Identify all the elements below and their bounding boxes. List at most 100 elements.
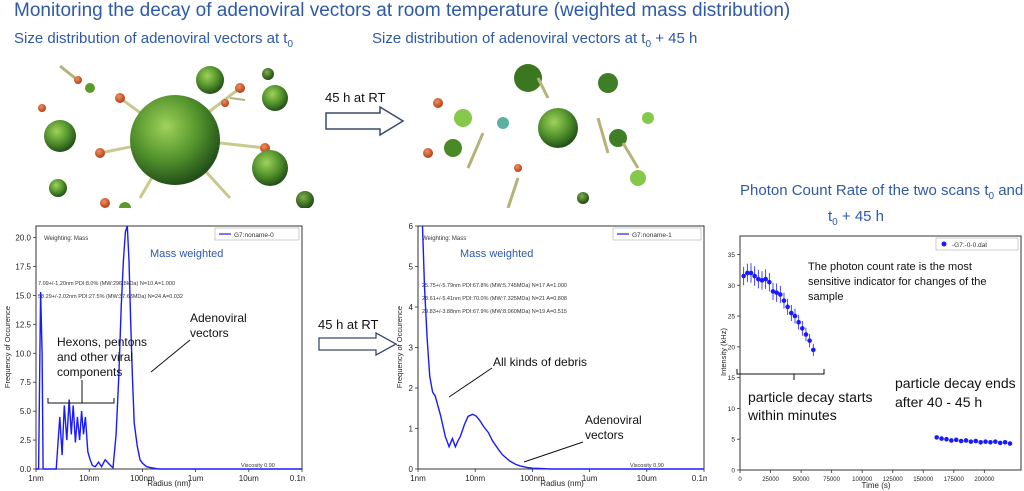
- data-point: [770, 289, 776, 294]
- stats-line-2: 28.61+/-5.41nm PDI:70.0% (MW:7.325MDa) N…: [422, 296, 567, 302]
- x-tick-label: 10nm: [465, 474, 485, 483]
- end-note-2: after 40 - 45 h: [895, 394, 982, 410]
- data-point: [997, 440, 1003, 446]
- y-tick-label: 2: [409, 384, 414, 393]
- y-tick-label: 6: [409, 222, 414, 231]
- plot-frame: [739, 235, 1022, 471]
- data-point: [963, 438, 969, 443]
- data-point: [1002, 439, 1008, 445]
- stats-line-1: 25.75+/-5.79nm PDI:67.8% (MW:5.745MDa) N…: [422, 283, 567, 289]
- size-distribution-chart-t45: Weighting: Mass 25.75+/-5.79nm PDI:67.8%…: [395, 222, 707, 488]
- y-ticks: 0.0 2.5 5.0 7.5 10.0 12.5 15.0 17.5 20.0: [15, 234, 36, 474]
- data-point: [1007, 441, 1013, 446]
- viscosity-label: Viscosity 0.90: [241, 463, 275, 469]
- data-point: [983, 439, 988, 444]
- x-tick-label: 75000: [823, 477, 840, 483]
- y-tick-label: 2.5: [20, 436, 32, 445]
- data-point: [745, 270, 750, 276]
- legend-box: [612, 227, 702, 241]
- photon-count-rate-chart: -G7:-0-0.dat 0 5 10 15 20 25 30 35 0 25000 50000 7…: [719, 235, 1022, 490]
- x-ticks: 0 25000 50000 75000 100000 125000 150000 175000…: [738, 470, 995, 483]
- top-arrow-label: 45 h at RT: [325, 90, 386, 105]
- y-tick-label: 35: [728, 252, 736, 259]
- x-tick-label: 1nm: [28, 474, 44, 483]
- size-distribution-chart-t0: Weighting: Mass 7.09+/-1.20nm PDI:8.0% (…: [3, 225, 305, 488]
- data-point: [800, 326, 805, 331]
- data-point: [949, 438, 954, 443]
- weighting-label: Weighting: Mass: [44, 236, 88, 242]
- data-point: [748, 270, 754, 276]
- x-tick-label: 100nm: [520, 474, 545, 483]
- vectors-pointer: [150, 339, 191, 373]
- annotation-hexons-2: and other viral: [57, 350, 133, 364]
- debris-pointer: [448, 367, 493, 398]
- legend-box: [935, 237, 1019, 251]
- data-point: [939, 436, 944, 441]
- start-note-1: particle decay starts: [748, 389, 873, 405]
- annotation-debris: All kinds of debris: [493, 355, 587, 369]
- y-ticks: 0 5 10 15 20 25 30 35: [728, 252, 740, 475]
- x-tick-label: 100nm: [130, 474, 155, 483]
- data-point: [756, 276, 761, 282]
- data-point: [968, 439, 974, 444]
- x-tick-label: 1um: [188, 474, 204, 483]
- data-point: [807, 338, 812, 343]
- y-tick-label: 20.0: [15, 234, 31, 243]
- subtitle-left-sub: 0: [287, 39, 294, 50]
- data-point: [796, 319, 801, 325]
- series-line: [36, 225, 302, 470]
- x-tick-label: 100000: [852, 477, 873, 483]
- data-point: [973, 438, 979, 444]
- data-point: [741, 273, 746, 279]
- start-bracket: [736, 369, 825, 375]
- data-point: [789, 310, 794, 316]
- data-point: [767, 279, 772, 285]
- data-point: [774, 290, 779, 295]
- mass-weighted-label: Mass weighted: [460, 248, 533, 260]
- x-tick-label: 150000: [913, 477, 934, 483]
- series-path: [421, 225, 704, 470]
- y-tick-label: 15.0: [15, 291, 31, 300]
- data-point: [958, 438, 964, 444]
- y-tick-label: 0: [409, 465, 414, 474]
- y-tick-label: 7.5: [20, 378, 32, 387]
- x-tick-label: 175000: [944, 477, 965, 483]
- plot-frame: [417, 225, 705, 470]
- end-note-1: particle decay ends: [895, 375, 1016, 391]
- y-tick-label: 5: [409, 263, 414, 272]
- data-point: [811, 347, 816, 353]
- legend-label: G7:noname-1: [632, 232, 672, 239]
- x-tick-label: 125000: [883, 477, 904, 483]
- rate-note-box: The photon count rate is the most sensit…: [808, 261, 987, 303]
- y-tick-label: 10: [728, 406, 736, 413]
- x-tick-label: 1nm: [410, 474, 426, 483]
- annotation-vectors-2: vectors: [585, 428, 624, 442]
- x-axis-label: Radius (nm): [147, 479, 191, 488]
- y-tick-label: 5.0: [20, 407, 32, 416]
- x-axis-label: Radius (nm): [540, 479, 584, 488]
- y-tick-label: 0.0: [20, 465, 32, 474]
- data-point: [978, 439, 983, 445]
- x-tick-label: 50000: [793, 477, 810, 483]
- rate-note: The photon count rate is the most sensit…: [808, 261, 987, 303]
- subtitle-mid-suffix: + 45 h: [651, 30, 698, 47]
- legend-label: -G7:-0-0.dat: [952, 242, 987, 249]
- subtitle-right-sub2: 0: [832, 217, 838, 228]
- x-tick-label: 0.1mm: [692, 474, 707, 483]
- annotation-vectors-1: Adenoviral: [585, 413, 642, 427]
- bottom-arrow-label: 45 h at RT: [318, 317, 379, 332]
- y-tick-label: 20: [728, 344, 736, 351]
- data-point: [759, 278, 765, 283]
- y-tick-label: 17.5: [15, 263, 31, 272]
- stats-line-3: 29.83+/-3.88nm PDI:67.9% (MW:8.060MDa) N…: [422, 309, 567, 315]
- vectors-pointer: [523, 441, 584, 463]
- x-tick-label: 10um: [239, 474, 259, 483]
- y-tick-label: 12.5: [15, 320, 31, 329]
- subtitle-right-line2a: t: [828, 208, 833, 225]
- subtitle-right-sub1: 0: [988, 191, 995, 202]
- weighting-label: Weighting: Mass: [422, 236, 466, 242]
- subtitle-right-line2b: + 45 h: [837, 208, 885, 225]
- data-point: [993, 439, 998, 444]
- y-ticks: 0 1 2 3 4 5 6: [409, 222, 418, 474]
- y-tick-label: 15: [728, 375, 736, 382]
